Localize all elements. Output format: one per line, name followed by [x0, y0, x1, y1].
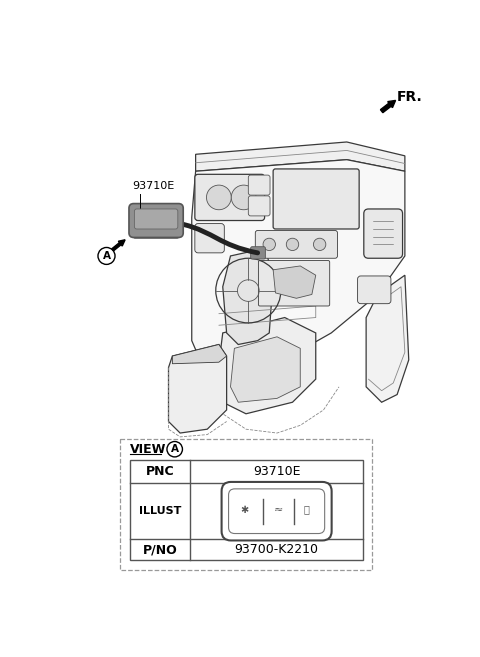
FancyBboxPatch shape [248, 175, 270, 195]
Text: ILLUST: ILLUST [139, 506, 181, 516]
Text: ⎓: ⎓ [303, 505, 309, 514]
Text: 93710E: 93710E [253, 465, 300, 478]
Polygon shape [273, 266, 316, 298]
FancyBboxPatch shape [195, 223, 224, 253]
FancyBboxPatch shape [133, 227, 180, 238]
FancyBboxPatch shape [222, 482, 332, 541]
Circle shape [206, 185, 231, 210]
Polygon shape [192, 160, 405, 375]
Text: VIEW: VIEW [130, 443, 166, 457]
FancyBboxPatch shape [134, 209, 178, 229]
FancyBboxPatch shape [255, 231, 337, 258]
Circle shape [231, 185, 256, 210]
Polygon shape [366, 275, 409, 402]
Circle shape [286, 238, 299, 250]
Circle shape [263, 238, 276, 250]
FancyBboxPatch shape [248, 196, 270, 216]
Bar [120, 439, 372, 570]
FancyBboxPatch shape [195, 174, 264, 221]
Text: 93700-K2210: 93700-K2210 [235, 543, 319, 556]
Text: 93710E: 93710E [132, 181, 174, 191]
Text: A: A [171, 444, 179, 454]
Polygon shape [172, 344, 227, 364]
FancyArrow shape [112, 240, 125, 251]
FancyBboxPatch shape [129, 204, 183, 237]
FancyBboxPatch shape [251, 246, 265, 259]
Polygon shape [219, 317, 316, 414]
Text: P/NO: P/NO [143, 543, 177, 556]
Polygon shape [168, 344, 227, 433]
Polygon shape [223, 248, 273, 344]
FancyArrow shape [381, 101, 396, 113]
Polygon shape [196, 142, 405, 171]
FancyBboxPatch shape [364, 209, 403, 258]
Text: A: A [103, 251, 110, 261]
Text: PNC: PNC [145, 465, 174, 478]
Bar [130, 460, 363, 560]
FancyBboxPatch shape [358, 276, 391, 304]
Text: ≈: ≈ [274, 505, 283, 514]
Text: FR.: FR. [397, 91, 423, 104]
FancyBboxPatch shape [273, 169, 359, 229]
FancyBboxPatch shape [258, 261, 330, 306]
Polygon shape [230, 337, 300, 402]
Circle shape [313, 238, 326, 250]
Text: ✱: ✱ [240, 505, 248, 514]
